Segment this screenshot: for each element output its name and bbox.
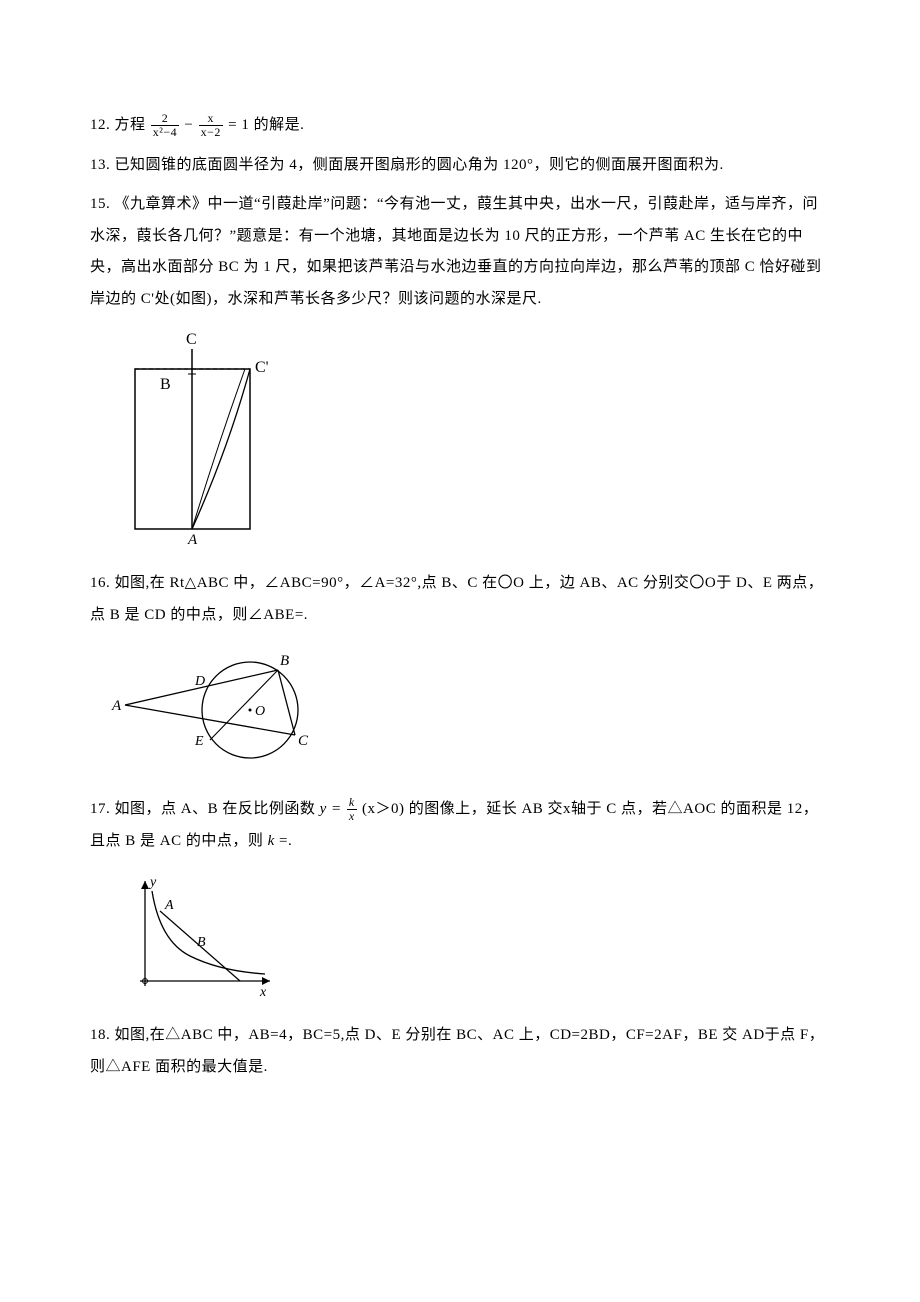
problem-text-post: 的解是.	[254, 117, 305, 133]
problem-text-pre: 如图，点 A、B 在反比例函数	[115, 801, 316, 817]
fraction-denominator: x²−4	[151, 125, 179, 139]
fraction-numerator: x	[206, 112, 217, 125]
function-fraction: k x	[347, 796, 357, 823]
problem-text-pre: 方程	[115, 117, 146, 133]
fraction-denominator: x−2	[199, 125, 223, 139]
problem-18: 18. 如图,在△ABC 中，AB=4，BC=5,点 D、E 分别在 BC、AC…	[90, 1020, 830, 1083]
problem-number: 18.	[90, 1027, 110, 1043]
figure-15-svg: C C' B A	[110, 329, 280, 549]
equals-text: = 1	[228, 117, 249, 133]
fraction-2: x x−2	[199, 112, 223, 139]
label-E: E	[194, 734, 204, 749]
label-B: B	[280, 653, 289, 669]
problem-number: 15.	[90, 196, 110, 212]
problem-text: 如图,在 Rt△ABC 中，∠ABC=90°，∠A=32°,点 B、C 在〇O …	[90, 575, 823, 623]
problem-number: 17.	[90, 801, 110, 817]
figure-17: y x A B	[110, 871, 830, 1006]
problem-text: 如图,在△ABC 中，AB=4，BC=5,点 D、E 分别在 BC、AC 上，C…	[90, 1027, 824, 1075]
fraction-numerator: 2	[160, 112, 171, 125]
problem-number: 13.	[90, 157, 110, 173]
label-B: B	[197, 935, 206, 950]
k-variable: k	[268, 833, 275, 849]
figure-15: C C' B A	[110, 329, 830, 554]
label-O: O	[255, 704, 265, 719]
label-Cprime: C'	[255, 359, 269, 376]
label-y: y	[148, 875, 157, 890]
label-A: A	[164, 898, 174, 913]
problem-12: 12. 方程 2 x²−4 − x x−2 = 1 的解是.	[90, 110, 830, 142]
label-C: C	[298, 733, 309, 749]
problem-17: 17. 如图，点 A、B 在反比例函数 y = k x (x＞0) 的图像上，延…	[90, 794, 830, 857]
problem-text: 已知圆锥的底面圆半径为 4，侧面展开图扇形的圆心角为 120°，则它的侧面展开图…	[115, 157, 724, 173]
figure-16-svg: A B C D E O	[110, 645, 330, 775]
label-C: C	[186, 331, 197, 348]
label-D: D	[194, 674, 205, 689]
figure-17-svg: y x A B	[110, 871, 280, 1001]
problem-16: 16. 如图,在 Rt△ABC 中，∠ABC=90°，∠A=32°,点 B、C …	[90, 568, 830, 631]
problem-text-post: =.	[279, 833, 292, 849]
problem-number: 12.	[90, 117, 110, 133]
fraction-denominator: x	[347, 809, 357, 823]
problem-number: 16.	[90, 575, 110, 591]
minus-sign: −	[184, 117, 193, 133]
fraction-numerator: k	[347, 796, 357, 809]
func-cond: (x＞0)	[362, 801, 405, 817]
label-A: A	[187, 532, 198, 548]
label-x: x	[259, 985, 267, 1000]
figure-16: A B C D E O	[110, 645, 830, 780]
problem-13: 13. 已知圆锥的底面圆半径为 4，侧面展开图扇形的圆心角为 120°，则它的侧…	[90, 150, 830, 182]
problem-15: 15. 《九章算术》中一道“引葭赴岸”问题：“今有池一丈，葭生其中央，出水一尺，…	[90, 189, 830, 315]
label-B: B	[160, 376, 171, 393]
problem-text: 《九章算术》中一道“引葭赴岸”问题：“今有池一丈，葭生其中央，出水一尺，引葭赴岸…	[90, 196, 822, 307]
label-A: A	[111, 698, 122, 714]
func-y: y =	[320, 801, 342, 817]
fraction-1: 2 x²−4	[151, 112, 179, 139]
